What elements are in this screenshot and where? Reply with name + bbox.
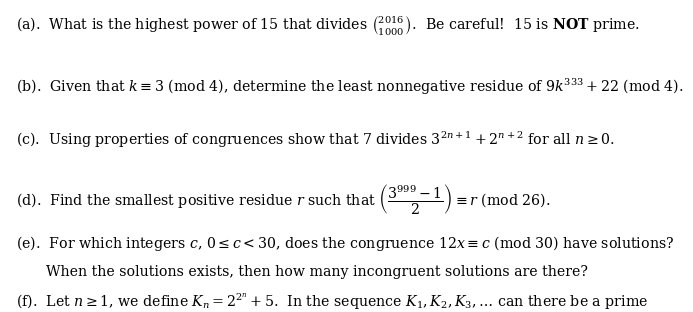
Text: (a).  What is the highest power of 15 that divides $\binom{2016}{1000}$.  Be car: (a). What is the highest power of 15 tha…	[16, 14, 640, 37]
Text: When the solutions exists, then how many incongruent solutions are there?: When the solutions exists, then how many…	[46, 265, 588, 279]
Text: (e).  For which integers $c$, $0\leq c<30$, does the congruence $12x\equiv c$ (m: (e). For which integers $c$, $0\leq c<30…	[16, 234, 674, 253]
Text: (c).  Using properties of congruences show that 7 divides $3^{2n+1}+2^{n+2}$ for: (c). Using properties of congruences sho…	[16, 130, 615, 150]
Text: (f).  Let $n\geq 1$, we define $K_n = 2^{2^n}+5$.  In the sequence $K_1,K_2,K_3,: (f). Let $n\geq 1$, we define $K_n = 2^{…	[16, 291, 648, 312]
Text: (d).  Find the smallest positive residue $r$ such that $\left(\dfrac{3^{999}-1}{: (d). Find the smallest positive residue …	[16, 182, 550, 216]
Text: (b).  Given that $k\equiv 3$ (mod 4), determine the least nonnegative residue of: (b). Given that $k\equiv 3$ (mod 4), det…	[16, 76, 683, 97]
